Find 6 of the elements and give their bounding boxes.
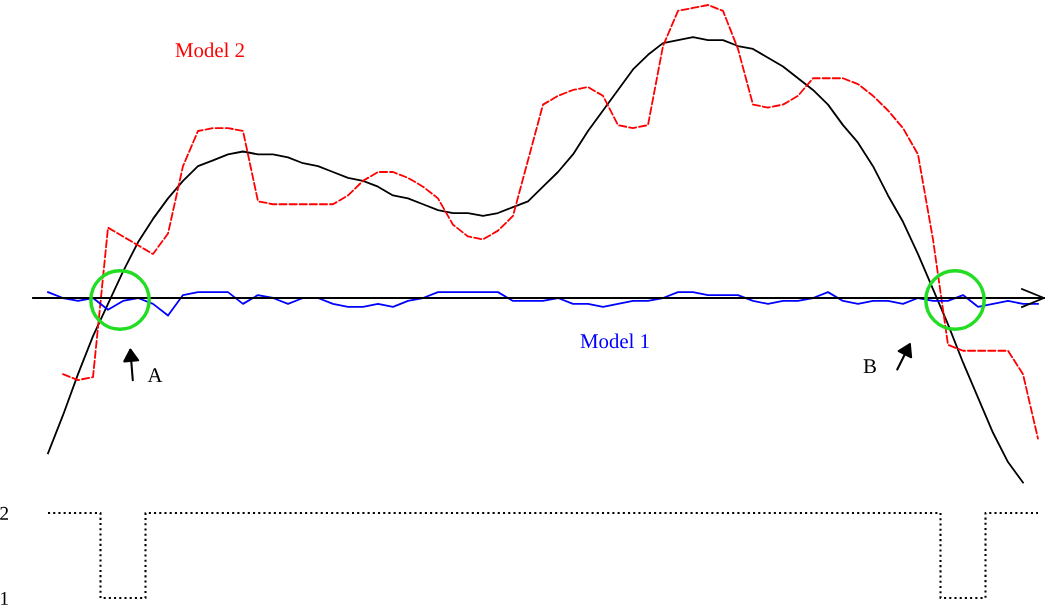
y-tick-label: 1 <box>1 591 8 605</box>
series-label: Model 1 <box>580 333 649 349</box>
y-tick-label: 2 <box>0 506 9 520</box>
text: Model 2 <box>175 42 244 58</box>
annotation: B <box>863 359 876 374</box>
annotation: A <box>147 368 163 383</box>
